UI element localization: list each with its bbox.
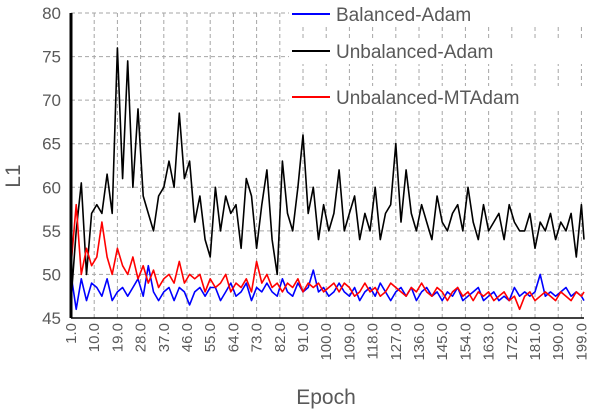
y-tick-labels: 45 50 55 60 65 70 75 80 (42, 4, 61, 328)
y-tick-label: 65 (42, 135, 61, 154)
x-tick-label: 10.0 (86, 323, 103, 352)
x-tick-label: 28.0 (133, 323, 150, 352)
series-line-unbalanced-mtadam (70, 203, 585, 311)
series-lines (70, 47, 585, 311)
x-tick-label: 55.0 (202, 323, 219, 352)
y-tick-label: 55 (42, 222, 61, 241)
legend: Balanced-Adam Unbalanced-Adam Unbalanced-M… (289, 3, 585, 110)
x-tick-label: 109.0 (341, 323, 358, 361)
y-tick-label: 80 (42, 4, 61, 23)
x-tick-label: 172.0 (504, 323, 521, 361)
y-tick-label: 50 (42, 265, 61, 284)
series-line-balanced-adam (70, 264, 585, 311)
legend-label: Unbalanced-MTAdam (336, 88, 519, 109)
legend-label: Balanced-Adam (336, 5, 471, 26)
x-tick-label: 91.0 (295, 323, 312, 352)
x-tick-label: 1.0 (63, 323, 80, 344)
x-tick-label: 46.0 (179, 323, 196, 352)
y-axis-title: L1 (2, 164, 25, 187)
x-tick-label: 181.0 (527, 323, 544, 361)
legend-label: Unbalanced-Adam (336, 42, 493, 63)
x-axis-title: Epoch (296, 386, 356, 409)
x-tick-label: 64.0 (225, 323, 242, 352)
x-tick-label: 100.0 (318, 323, 335, 361)
series-line-unbalanced-adam (70, 47, 585, 301)
x-tick-label: 127.0 (388, 323, 405, 361)
legend-background (289, 3, 585, 27)
y-tick-label: 70 (42, 91, 61, 110)
legend-background (289, 86, 585, 110)
x-tick-label: 199.0 (573, 323, 590, 361)
x-tick-label: 154.0 (457, 323, 474, 361)
x-tick-label: 82.0 (272, 323, 289, 352)
x-tick-label: 190.0 (550, 323, 567, 361)
x-tick-label: 118.0 (365, 323, 382, 359)
x-tick-label: 19.0 (109, 323, 126, 352)
x-tick-label: 73.0 (249, 323, 266, 352)
x-tick-labels: 1.0 10.0 19.0 28.0 37.0 46.0 55.0 64.0 73.0 82.0 9… (63, 323, 590, 361)
x-tick-label: 163.0 (481, 323, 498, 361)
y-tick-label: 75 (42, 48, 61, 67)
axes (69, 13, 584, 319)
y-tick-label: 60 (42, 178, 61, 197)
y-tick-label: 45 (42, 309, 61, 328)
x-tick-label: 145.0 (434, 323, 451, 361)
x-tick-label: 136.0 (411, 323, 428, 361)
x-tick-label: 37.0 (156, 323, 173, 352)
legend-background (289, 40, 585, 64)
